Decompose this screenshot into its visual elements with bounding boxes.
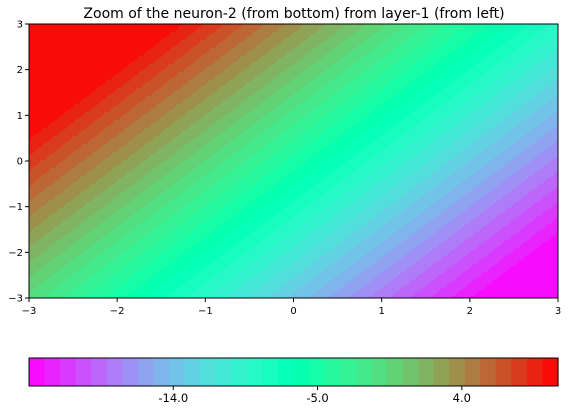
chart-title: Zoom of the neuron-2 (from bottom) from … [83,6,504,22]
heatmap-cells [29,24,560,299]
